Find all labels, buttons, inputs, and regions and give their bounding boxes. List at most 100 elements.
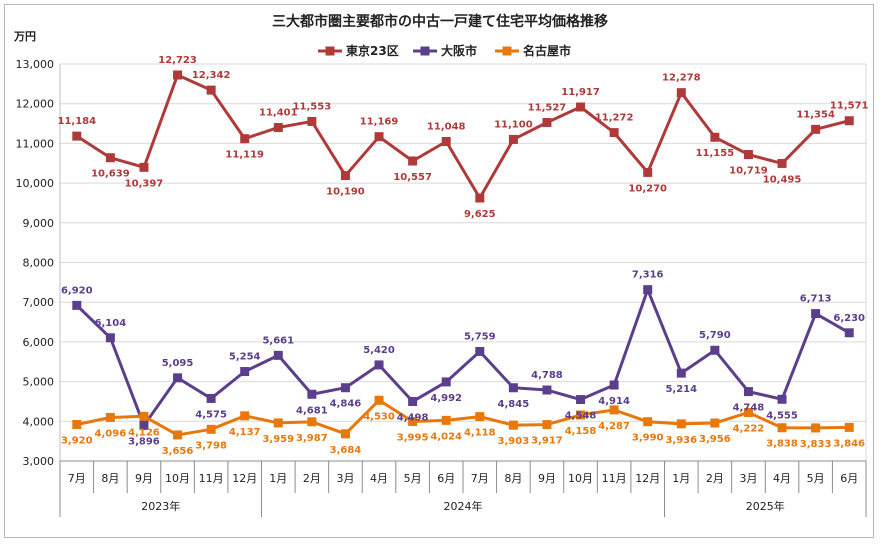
- data-label: 3,936: [665, 435, 697, 446]
- data-label: 11,155: [696, 148, 735, 159]
- data-point: [676, 419, 686, 429]
- data-point: [811, 309, 821, 319]
- data-label: 3,903: [498, 436, 530, 447]
- data-label: 12,278: [662, 73, 701, 84]
- data-label: 5,214: [665, 384, 697, 395]
- data-label: 11,100: [494, 119, 533, 130]
- x-tick-label: 3月: [739, 472, 757, 485]
- series-line: [75, 73, 850, 200]
- data-point: [340, 171, 350, 181]
- x-tick-label: 4月: [370, 472, 388, 485]
- y-axis-unit-label: 万円: [13, 30, 36, 43]
- data-label: 5,790: [699, 330, 731, 341]
- y-tick-label: 3,000: [23, 455, 55, 468]
- data-label: 3,838: [766, 439, 798, 450]
- data-point: [240, 367, 250, 377]
- data-point: [105, 412, 115, 422]
- data-label: 12,723: [158, 55, 197, 66]
- x-tick-label: 4月: [773, 472, 791, 485]
- data-point: [475, 346, 485, 356]
- data-label: 10,397: [125, 178, 164, 189]
- data-point: [710, 132, 720, 142]
- data-point: [273, 418, 283, 428]
- data-label: 5,661: [262, 335, 294, 346]
- data-label: 3,833: [800, 439, 832, 450]
- data-point: [508, 420, 518, 430]
- x-tick-label: 11月: [602, 472, 627, 485]
- data-label: 3,684: [330, 445, 362, 456]
- data-point: [576, 395, 586, 405]
- data-label: 4,024: [430, 431, 462, 442]
- data-point: [173, 430, 183, 440]
- data-label: 10,639: [91, 169, 130, 180]
- data-point: [475, 193, 485, 203]
- data-label: 4,846: [330, 399, 362, 410]
- x-tick-label: 10月: [165, 472, 190, 485]
- data-point: [139, 420, 149, 430]
- data-point: [441, 136, 451, 146]
- data-point: [307, 116, 317, 126]
- data-label: 3,990: [632, 433, 664, 444]
- x-tick-label: 12月: [232, 472, 257, 485]
- data-label: 4,555: [766, 410, 798, 421]
- data-label: 10,495: [763, 174, 802, 185]
- data-point: [374, 395, 384, 405]
- data-label: 3,987: [296, 433, 328, 444]
- data-label: 10,719: [729, 166, 768, 177]
- data-point: [105, 333, 115, 343]
- data-label: 3,917: [531, 436, 563, 447]
- data-point: [475, 412, 485, 422]
- x-tick-label: 9月: [135, 472, 153, 485]
- x-tick-label: 5月: [807, 472, 825, 485]
- x-tick-label: 12月: [635, 472, 660, 485]
- data-point: [643, 167, 653, 177]
- data-point: [173, 70, 183, 80]
- x-tick-label: 1月: [269, 472, 287, 485]
- y-tick-label: 10,000: [16, 177, 55, 190]
- data-label: 5,759: [464, 331, 496, 342]
- data-point: [710, 418, 720, 428]
- x-tick-label: 7月: [471, 472, 489, 485]
- data-point: [743, 407, 753, 417]
- data-label: 4,748: [733, 403, 765, 414]
- data-label: 4,137: [229, 427, 261, 438]
- data-point: [643, 417, 653, 427]
- x-tick-label: 3月: [336, 472, 354, 485]
- data-label: 5,095: [162, 358, 194, 369]
- x-tick-label: 7月: [68, 472, 86, 485]
- x-axis: 7月 8月 9月 10月 11月 12月 1月 2月 3月 4月 5月 6月 7月 8月 9月 10月 11月 1…: [59, 460, 867, 517]
- data-label: 4,992: [430, 393, 462, 404]
- y-tick-label: 11,000: [16, 137, 55, 150]
- data-label: 10,270: [628, 183, 667, 194]
- data-label: 4,287: [598, 421, 630, 432]
- data-point: [139, 411, 149, 421]
- data-point: [676, 88, 686, 98]
- data-label: 11,119: [225, 150, 264, 161]
- data-point: [643, 285, 653, 295]
- legend-marker: [325, 46, 335, 56]
- data-label: 4,118: [464, 428, 496, 439]
- data-label: 4,126: [128, 427, 160, 438]
- data-point: [710, 345, 720, 355]
- data-point: [273, 350, 283, 360]
- legend-label: 大阪市: [441, 43, 477, 58]
- data-label: 6,713: [800, 294, 832, 305]
- data-point: [441, 415, 451, 425]
- data-label: 9,625: [464, 209, 496, 220]
- data-point: [340, 429, 350, 439]
- data-label: 4,548: [565, 411, 597, 422]
- year-label: 2024年: [444, 499, 483, 513]
- x-tick-label: 5月: [404, 472, 422, 485]
- data-point: [743, 387, 753, 397]
- data-point: [743, 150, 753, 160]
- data-point: [374, 132, 384, 142]
- data-label: 11,553: [293, 101, 332, 112]
- data-point: [844, 422, 854, 432]
- series-line: [75, 288, 850, 427]
- data-label: 10,190: [326, 187, 365, 198]
- data-point: [441, 377, 451, 387]
- data-label: 4,498: [397, 413, 429, 424]
- data-point: [408, 397, 418, 407]
